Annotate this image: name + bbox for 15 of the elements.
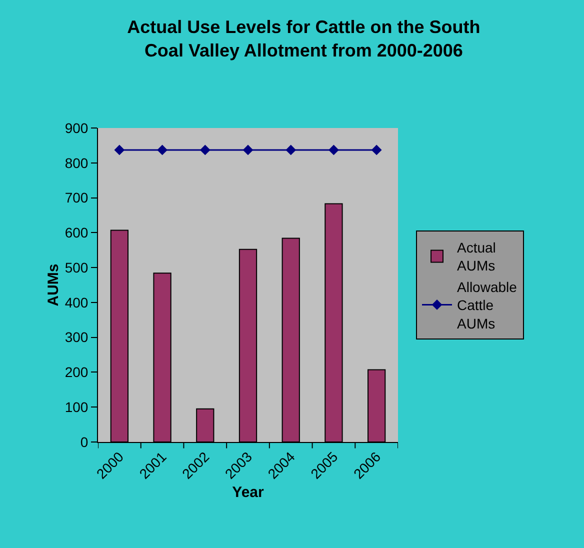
y-tick-label: 200: [64, 364, 88, 380]
legend-label: Allowable Cattle AUMs: [457, 278, 518, 332]
y-tick-label: 300: [64, 329, 88, 346]
y-tick-label: 500: [64, 259, 88, 276]
y-tick-label: 0: [80, 434, 88, 450]
y-tick-label: 600: [64, 224, 88, 241]
y-axis-title: AUMs: [45, 264, 62, 306]
y-tick-label: 100: [64, 399, 88, 416]
x-axis-title: Year: [232, 484, 264, 501]
y-tick-label: 900: [64, 120, 88, 136]
y-tick-label: 800: [64, 154, 88, 171]
legend-label: Actual AUMs: [457, 240, 496, 274]
y-tick-label: 700: [64, 190, 88, 206]
chart-title: Actual Use Levels for Cattle on the South Coal Valley Allotment from 2000-2006: [127, 16, 480, 60]
y-tick-label: 400: [64, 294, 88, 310]
